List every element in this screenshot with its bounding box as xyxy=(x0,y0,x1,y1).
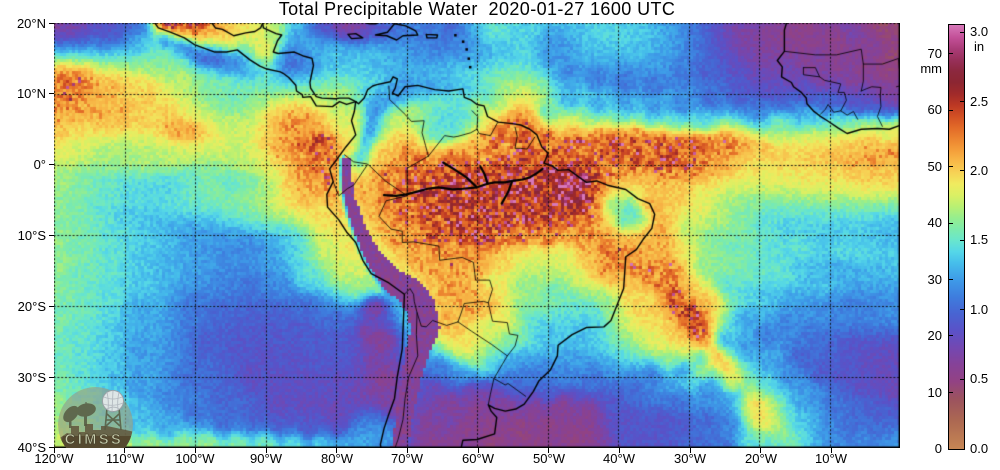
svg-text:CIMSS: CIMSS xyxy=(65,432,123,448)
